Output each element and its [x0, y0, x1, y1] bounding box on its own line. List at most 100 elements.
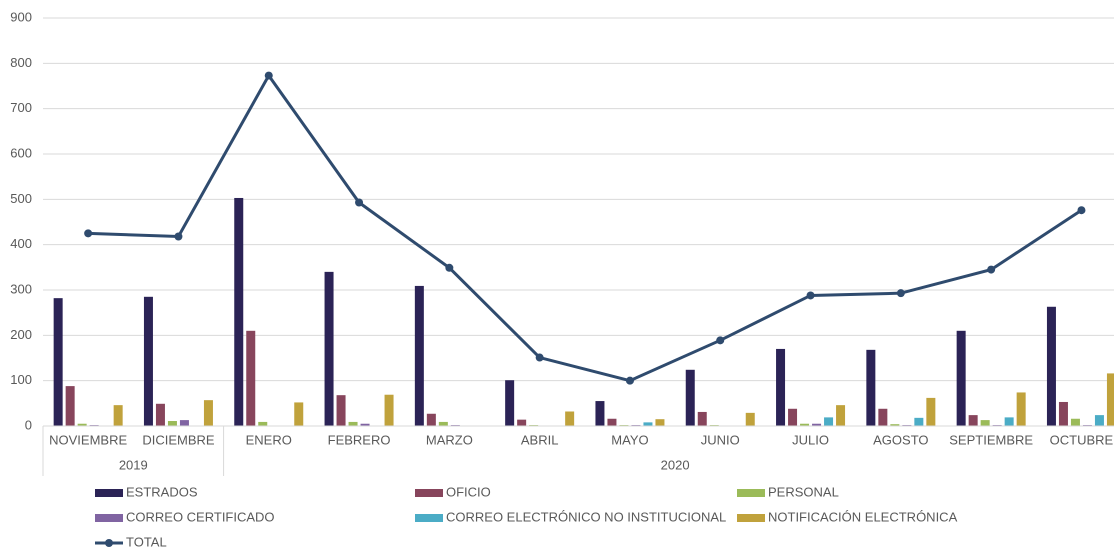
- x-tick-label: DICIEMBRE: [142, 432, 215, 447]
- legend-label: ESTRADOS: [126, 484, 198, 499]
- bar: [890, 424, 900, 426]
- bar: [360, 423, 370, 426]
- bar: [517, 419, 527, 426]
- total-marker: [896, 289, 905, 298]
- y-tick-label: 100: [10, 372, 32, 387]
- bar: [776, 348, 786, 426]
- bar: [866, 349, 876, 426]
- bar: [65, 386, 75, 426]
- y-tick-label: 400: [10, 236, 32, 251]
- legend-swatch: [737, 514, 765, 522]
- bar: [643, 422, 653, 426]
- bar: [336, 395, 346, 426]
- y-tick-label: 700: [10, 100, 32, 115]
- x-tick-label: OCTUBRE: [1050, 432, 1114, 447]
- group-label: 2019: [119, 457, 148, 472]
- bar: [77, 423, 87, 426]
- y-tick-label: 900: [10, 9, 32, 24]
- total-marker: [1077, 206, 1086, 215]
- bar: [1004, 417, 1014, 426]
- y-tick-label: 0: [25, 417, 32, 432]
- bar: [1058, 401, 1068, 426]
- x-tick-label: MARZO: [426, 432, 473, 447]
- bar: [968, 415, 978, 426]
- total-marker: [716, 336, 725, 345]
- legend-swatch: [105, 539, 113, 547]
- bar: [800, 423, 810, 426]
- total-marker: [84, 229, 93, 238]
- legend-swatch: [95, 514, 123, 522]
- bar: [685, 369, 695, 426]
- x-tick-label: ENERO: [246, 432, 292, 447]
- x-tick-label: AGOSTO: [873, 432, 928, 447]
- bar: [505, 380, 515, 426]
- bar: [1094, 415, 1104, 426]
- total-marker: [987, 265, 996, 274]
- total-marker: [535, 353, 544, 362]
- bar: [426, 413, 436, 426]
- bar: [203, 400, 213, 426]
- x-tick-label: JUNIO: [701, 432, 740, 447]
- legend-swatch: [415, 514, 443, 522]
- bar: [155, 403, 165, 426]
- bar: [179, 420, 189, 426]
- bar: [607, 418, 617, 426]
- bar: [812, 423, 822, 426]
- total-marker: [355, 198, 364, 207]
- y-tick-label: 500: [10, 191, 32, 206]
- legend-swatch: [95, 489, 123, 497]
- group-label: 2020: [661, 457, 690, 472]
- y-tick-label: 800: [10, 55, 32, 70]
- legend-label: CORREO CERTIFICADO: [126, 509, 275, 524]
- total-marker: [445, 263, 454, 272]
- legend-swatch: [737, 489, 765, 497]
- bar: [824, 417, 834, 426]
- total-line: [88, 72, 1083, 383]
- total-marker: [264, 71, 273, 80]
- legend-label: TOTAL: [126, 534, 167, 548]
- x-tick-label: NOVIEMBRE: [49, 432, 127, 447]
- bar: [324, 271, 334, 426]
- bar: [836, 405, 846, 426]
- bar: [565, 411, 575, 426]
- x-tick-label: MAYO: [611, 432, 648, 447]
- bar: [788, 408, 798, 426]
- bar: [980, 420, 990, 426]
- bar: [258, 421, 268, 426]
- x-tick-label: ABRIL: [521, 432, 559, 447]
- bar: [878, 408, 888, 426]
- bar: [234, 197, 244, 426]
- bar: [53, 298, 63, 426]
- bar: [294, 402, 304, 426]
- x-tick-label: JULIO: [792, 432, 829, 447]
- y-tick-label: 600: [10, 145, 32, 160]
- bar: [655, 419, 665, 426]
- bar: [414, 285, 424, 426]
- bar: [438, 421, 448, 426]
- bar: [926, 397, 936, 426]
- legend-label: CORREO ELECTRÓNICO NO INSTITUCIONAL: [446, 509, 726, 524]
- y-tick-label: 300: [10, 281, 32, 296]
- x-tick-label: SEPTIEMBRE: [949, 432, 1033, 447]
- bar: [914, 417, 924, 426]
- total-marker: [625, 376, 634, 385]
- x-tick-label: FEBRERO: [328, 432, 391, 447]
- total-marker: [806, 291, 815, 300]
- bar: [246, 330, 256, 426]
- bar: [697, 411, 707, 426]
- legend-swatch: [415, 489, 443, 497]
- legend-label: PERSONAL: [768, 484, 839, 499]
- bar: [348, 421, 358, 426]
- bar: [384, 394, 394, 426]
- bar: [595, 401, 605, 426]
- bar: [1016, 392, 1026, 426]
- legend-label: NOTIFICACIÓN ELECTRÓNICA: [768, 509, 958, 524]
- bar: [745, 412, 755, 426]
- bar: [143, 296, 153, 426]
- y-tick-label: 200: [10, 327, 32, 342]
- bar: [113, 405, 123, 426]
- bar: [956, 330, 966, 426]
- bar: [1046, 306, 1056, 426]
- total-marker: [174, 232, 183, 241]
